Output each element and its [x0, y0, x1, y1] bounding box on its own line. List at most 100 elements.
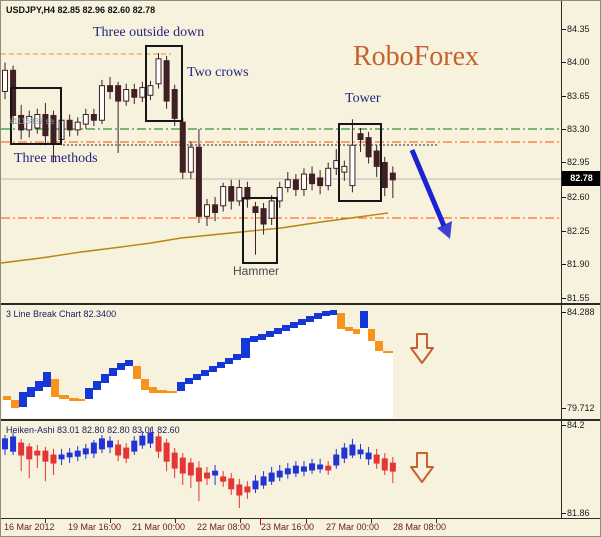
- bear-candle: [66, 119, 73, 131]
- panel-separator[interactable]: [1, 303, 600, 305]
- bull-candle: [82, 114, 89, 125]
- price-axis-label: 81.86: [567, 508, 590, 518]
- bull-candle: [252, 480, 259, 490]
- bear-candle: [236, 484, 243, 496]
- candlestick-chart[interactable]: [1, 1, 561, 303]
- bear-candle: [187, 462, 194, 476]
- down-brick: [157, 390, 167, 393]
- bear-candle: [317, 177, 324, 187]
- down-brick: [375, 341, 383, 351]
- down-brick: [133, 366, 141, 379]
- down-brick: [141, 379, 149, 390]
- period-separator-tick: [260, 519, 261, 525]
- axis-tick-mark: [561, 513, 566, 514]
- bull-candle: [300, 173, 307, 190]
- price-axis-label: 81.55: [567, 293, 590, 303]
- bull-candle: [284, 468, 291, 475]
- time-tick-mark: [45, 519, 46, 523]
- bear-candle: [163, 442, 170, 462]
- up-brick: [290, 322, 298, 328]
- time-tick-mark: [175, 519, 176, 523]
- bear-candle: [50, 454, 57, 464]
- panel-separator[interactable]: [1, 419, 600, 421]
- bear-candle: [381, 162, 388, 189]
- down-brick: [345, 327, 353, 331]
- tower-box: [338, 123, 382, 202]
- panel-separator: [1, 518, 600, 519]
- bear-candle: [212, 204, 219, 213]
- up-brick: [233, 354, 241, 360]
- up-brick: [258, 334, 266, 340]
- bull-candle: [300, 466, 307, 472]
- bear-candle: [131, 89, 138, 98]
- bear-candle: [389, 172, 396, 181]
- three-methods-box: [10, 87, 62, 145]
- axis-tick-mark: [561, 425, 566, 426]
- hammer-box: [242, 197, 278, 264]
- line-break-title: 3 Line Break Chart 82.3400: [6, 309, 117, 319]
- bull-candle: [309, 463, 316, 471]
- down-arrow-icon: [410, 333, 434, 364]
- time-axis-label: 21 Mar 00:00: [132, 522, 186, 532]
- axis-tick-mark: [561, 312, 566, 313]
- line-break-panel[interactable]: 3 Line Break Chart 82.3400 84.288 79.712: [1, 305, 600, 419]
- time-axis[interactable]: 16 Mar 2012 19 Mar 16:00 21 Mar 00:00 22 Ma…: [1, 519, 600, 536]
- bear-candle: [34, 450, 41, 456]
- price-axis-label: 82.60: [567, 192, 590, 202]
- bear-candle: [244, 187, 251, 200]
- time-tick-mark: [306, 519, 307, 523]
- bear-candle: [325, 465, 332, 471]
- bull-candle: [365, 452, 372, 460]
- bull-candle: [212, 470, 219, 476]
- bear-candle: [42, 114, 49, 137]
- bear-candle: [171, 89, 178, 119]
- axis-tick-mark: [561, 408, 566, 409]
- bull-candle: [155, 58, 162, 85]
- bear-candle: [381, 458, 388, 471]
- time-axis-label: 19 Mar 16:00: [68, 522, 122, 532]
- order-number-label: #1116837 se: [9, 117, 55, 126]
- axis-tick-mark: [561, 298, 566, 299]
- heiken-ashi-panel[interactable]: Heiken-Ashi 83.01 82.80 82.80 83.01 82.6…: [1, 420, 600, 518]
- bear-candle: [18, 442, 25, 456]
- up-brick: [201, 370, 209, 376]
- symbol-ohlc-title: USDJPY,H4 82.85 82.96 82.60 82.78: [6, 5, 156, 15]
- up-brick: [19, 392, 27, 407]
- bull-candle: [236, 187, 243, 202]
- bull-candle: [341, 447, 348, 459]
- bull-candle: [123, 89, 130, 102]
- up-brick: [27, 387, 35, 397]
- line-break-chart[interactable]: [1, 305, 561, 419]
- bull-candle: [276, 187, 283, 202]
- up-brick: [185, 378, 193, 384]
- down-brick: [353, 329, 360, 334]
- bear-candle: [204, 472, 210, 479]
- axis-tick-mark: [561, 162, 566, 163]
- up-brick: [298, 319, 306, 325]
- bull-candle: [98, 85, 105, 121]
- bear-candle: [115, 444, 122, 456]
- bull-candle: [26, 115, 33, 131]
- heiken-ashi-chart[interactable]: [1, 421, 561, 518]
- main-chart-panel[interactable]: USDJPY,H4 82.85 82.96 82.60 82.78 #11168…: [1, 1, 600, 303]
- bull-candle: [268, 200, 275, 219]
- annotation-hammer: Hammer: [233, 264, 280, 278]
- bear-candle: [309, 173, 316, 185]
- bull-candle: [147, 432, 154, 444]
- up-brick: [314, 313, 322, 319]
- up-brick: [101, 374, 109, 383]
- up-brick: [209, 366, 217, 372]
- up-brick: [177, 382, 185, 391]
- bear-candle: [163, 60, 170, 102]
- line-break-white-fill: [1, 315, 393, 418]
- time-axis-label: 22 Mar 08:00: [197, 522, 251, 532]
- down-brick: [59, 395, 69, 399]
- bull-candle: [333, 454, 340, 466]
- price-axis-label: 83.65: [567, 91, 590, 101]
- price-axis-border: [561, 1, 562, 519]
- up-brick: [43, 372, 51, 387]
- bear-candle: [389, 462, 396, 472]
- down-brick: [149, 387, 157, 393]
- axis-tick-mark: [561, 197, 566, 198]
- bull-candle: [10, 436, 17, 452]
